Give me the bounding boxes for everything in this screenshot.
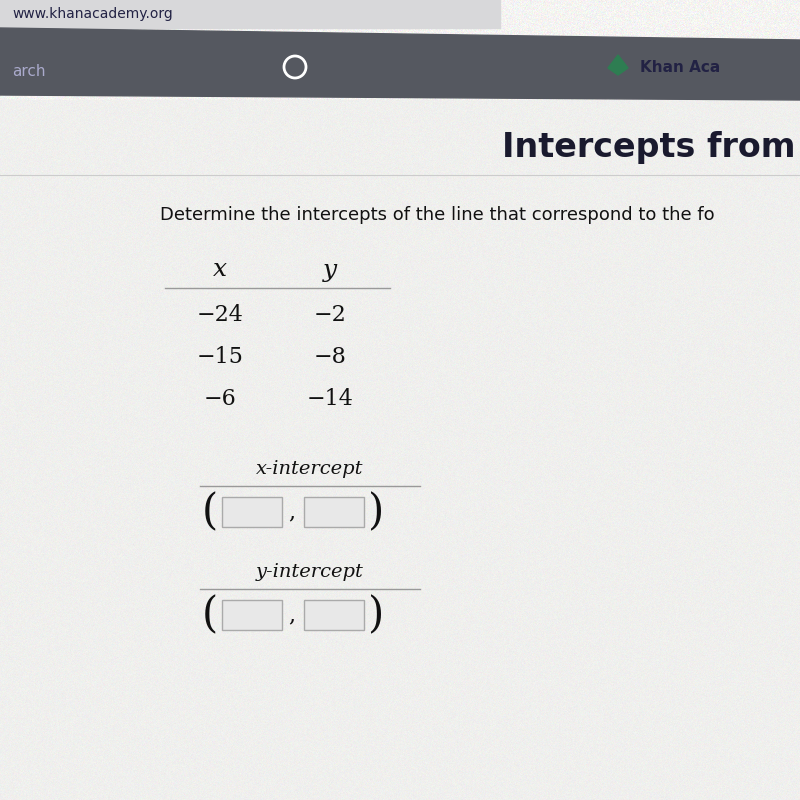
- Text: Determine the intercepts of the line that correspond to the fo: Determine the intercepts of the line tha…: [160, 206, 714, 224]
- Text: −8: −8: [314, 346, 346, 368]
- FancyBboxPatch shape: [222, 600, 282, 630]
- Text: (: (: [202, 594, 218, 636]
- Text: x-intercept: x-intercept: [256, 460, 364, 478]
- Polygon shape: [0, 0, 500, 28]
- Text: −24: −24: [197, 304, 243, 326]
- FancyBboxPatch shape: [304, 497, 364, 527]
- Text: y-intercept: y-intercept: [256, 563, 364, 581]
- Text: ▲: ▲: [612, 53, 624, 71]
- Text: arch: arch: [12, 65, 46, 79]
- Text: (: (: [202, 491, 218, 533]
- Text: ,: ,: [289, 501, 295, 523]
- Text: −2: −2: [314, 304, 346, 326]
- Text: ,: ,: [289, 604, 295, 626]
- Text: −6: −6: [204, 388, 236, 410]
- Text: www.khanacademy.org: www.khanacademy.org: [12, 7, 173, 21]
- FancyBboxPatch shape: [222, 497, 282, 527]
- Text: ): ): [368, 491, 384, 533]
- Text: y: y: [323, 258, 337, 282]
- FancyBboxPatch shape: [304, 600, 364, 630]
- Polygon shape: [0, 28, 800, 100]
- Text: x: x: [213, 258, 227, 282]
- Text: Khan Aca: Khan Aca: [640, 59, 720, 74]
- Polygon shape: [608, 55, 628, 75]
- Text: ): ): [368, 594, 384, 636]
- Text: −15: −15: [197, 346, 243, 368]
- Text: Intercepts from: Intercepts from: [502, 131, 795, 165]
- Bar: [0, 100, 800, 800]
- Text: −14: −14: [306, 388, 354, 410]
